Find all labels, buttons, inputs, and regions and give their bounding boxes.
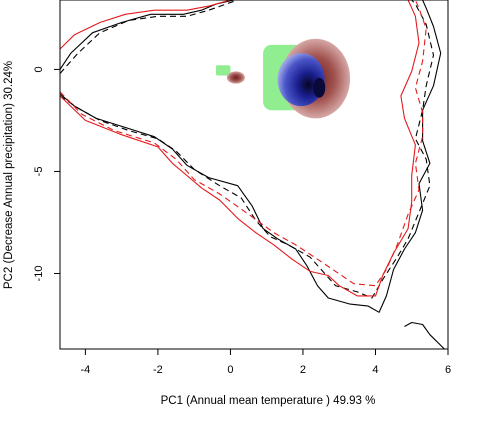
density-region-red-3 (226, 71, 245, 84)
contour-line-red-dashed-6 (59, 0, 427, 287)
density-peak (313, 77, 326, 98)
x-axis: -4 -2 0 2 4 6 (80, 349, 451, 376)
contour-line-black-dashed-2 (59, 0, 238, 74)
contour-line-black-solid-1 (59, 0, 442, 313)
density-region-green-1 (215, 65, 231, 76)
contour-line-black-dashed-3 (59, 0, 435, 299)
x-tick-label: -2 (153, 364, 163, 376)
density-region-blue-4 (277, 53, 325, 107)
y-axis-title: PC2 (Decrease Annual precipitation) 30.2… (3, 61, 15, 289)
y-tick-label: 0 (33, 66, 45, 72)
contour-line-black-solid-0 (59, 0, 235, 70)
x-axis-title: PC1 (Annual mean temperature ) 49.93 % (161, 395, 376, 407)
y-axis: 0 -5 -10 (33, 66, 60, 281)
contour-line-black-solid-7 (404, 321, 445, 350)
plot-frame (59, 0, 449, 350)
contour-layer (59, 0, 445, 350)
x-tick-label: 2 (300, 364, 306, 376)
x-tick-label: 0 (227, 364, 233, 376)
x-tick-label: 4 (372, 364, 378, 376)
contour-line-red-solid-5 (59, 0, 420, 297)
x-tick-label: -4 (80, 364, 90, 376)
x-tick-label: 6 (445, 364, 451, 376)
y-tick-label: -5 (33, 167, 45, 177)
y-tick-label: -10 (33, 266, 45, 282)
density-layer (215, 38, 351, 119)
contour-line-red-solid-4 (59, 0, 231, 50)
